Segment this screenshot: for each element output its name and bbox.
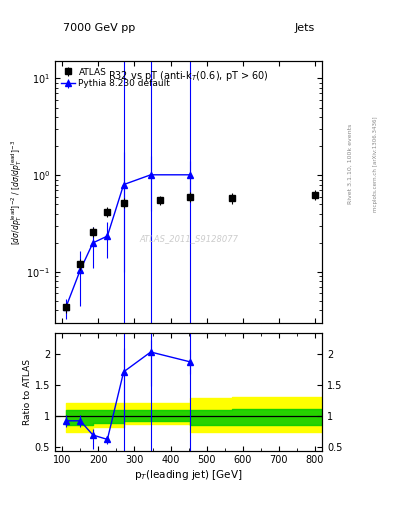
Text: mcplots.cern.ch [arXiv:1306.3436]: mcplots.cern.ch [arXiv:1306.3436]	[373, 116, 378, 211]
Text: R32 vs pT (anti-k$_T$(0.6), pT > 60): R32 vs pT (anti-k$_T$(0.6), pT > 60)	[108, 69, 269, 83]
Text: ATLAS_2011_S9128077: ATLAS_2011_S9128077	[139, 234, 238, 244]
Legend: ATLAS, Pythia 8.230 default: ATLAS, Pythia 8.230 default	[59, 66, 172, 90]
Y-axis label: Ratio to ATLAS: Ratio to ATLAS	[23, 359, 32, 424]
Text: Rivet 3.1.10, 100k events: Rivet 3.1.10, 100k events	[347, 124, 352, 204]
Text: 7000 GeV pp: 7000 GeV pp	[63, 23, 135, 33]
Y-axis label: $[d\sigma/dp_T^\mathrm{lead}]^{-2}$ / $[d\sigma/dp_T^\mathrm{lead}]^{-3}$: $[d\sigma/dp_T^\mathrm{lead}]^{-2}$ / $[…	[9, 139, 24, 245]
X-axis label: p$_T$(leading jet) [GeV]: p$_T$(leading jet) [GeV]	[134, 468, 243, 482]
Text: Jets: Jets	[294, 23, 314, 33]
